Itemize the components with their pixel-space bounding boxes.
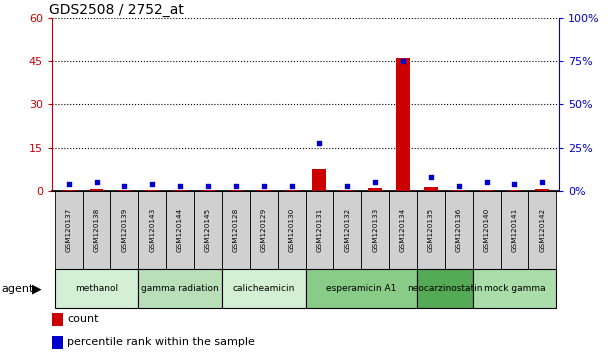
Bar xyxy=(222,191,250,269)
Point xyxy=(120,183,130,189)
Point xyxy=(315,140,324,145)
Text: GSM120132: GSM120132 xyxy=(344,208,350,252)
Text: GSM120135: GSM120135 xyxy=(428,208,434,252)
Text: esperamicin A1: esperamicin A1 xyxy=(326,284,397,293)
Bar xyxy=(90,189,103,191)
Bar xyxy=(473,191,500,269)
Bar xyxy=(417,269,473,308)
Bar xyxy=(361,191,389,269)
Text: GSM120144: GSM120144 xyxy=(177,208,183,252)
Text: GSM120143: GSM120143 xyxy=(149,208,155,252)
Bar xyxy=(55,269,138,308)
Bar xyxy=(52,313,63,326)
Bar xyxy=(145,190,159,191)
Bar xyxy=(508,190,521,191)
Bar xyxy=(229,190,243,191)
Bar xyxy=(312,170,326,191)
Text: GDS2508 / 2752_at: GDS2508 / 2752_at xyxy=(49,3,185,17)
Point xyxy=(259,183,269,189)
Bar xyxy=(396,58,410,191)
Text: agent: agent xyxy=(2,284,34,293)
Text: methanol: methanol xyxy=(75,284,118,293)
Point xyxy=(231,183,241,189)
Text: GSM120140: GSM120140 xyxy=(484,208,489,252)
Text: calicheamicin: calicheamicin xyxy=(233,284,295,293)
Text: neocarzinostatin: neocarzinostatin xyxy=(407,284,483,293)
Bar xyxy=(166,191,194,269)
Bar xyxy=(257,190,271,191)
Point xyxy=(481,180,491,185)
Text: GSM120138: GSM120138 xyxy=(93,208,100,252)
Point xyxy=(426,175,436,180)
Bar xyxy=(452,190,466,191)
Bar xyxy=(111,191,138,269)
Point xyxy=(454,183,464,189)
Bar xyxy=(334,191,361,269)
Point xyxy=(287,183,296,189)
Text: GSM120130: GSM120130 xyxy=(288,208,295,252)
Bar xyxy=(340,190,354,191)
Point xyxy=(538,180,547,185)
Bar xyxy=(445,191,473,269)
Bar xyxy=(201,190,215,191)
Text: GSM120131: GSM120131 xyxy=(316,208,323,252)
Text: GSM120134: GSM120134 xyxy=(400,208,406,252)
Text: GSM120128: GSM120128 xyxy=(233,208,239,252)
Text: GSM120133: GSM120133 xyxy=(372,208,378,252)
Bar xyxy=(173,190,187,191)
Bar xyxy=(368,188,382,191)
Point xyxy=(203,183,213,189)
Point xyxy=(92,180,101,185)
Text: mock gamma: mock gamma xyxy=(484,284,545,293)
Text: GSM120139: GSM120139 xyxy=(122,208,127,252)
Text: GSM120142: GSM120142 xyxy=(540,208,546,252)
Bar xyxy=(138,269,222,308)
Point xyxy=(510,181,519,187)
Text: GSM120145: GSM120145 xyxy=(205,208,211,252)
Point xyxy=(64,181,73,187)
Bar xyxy=(306,191,334,269)
Bar xyxy=(82,191,111,269)
Point xyxy=(370,180,380,185)
Bar xyxy=(500,191,529,269)
Bar xyxy=(389,191,417,269)
Bar xyxy=(535,189,549,191)
Point xyxy=(175,183,185,189)
Text: percentile rank within the sample: percentile rank within the sample xyxy=(67,337,255,348)
Text: GSM120141: GSM120141 xyxy=(511,208,518,252)
Bar xyxy=(480,190,494,191)
Bar xyxy=(417,191,445,269)
Point xyxy=(147,181,157,187)
Text: ▶: ▶ xyxy=(32,282,42,295)
Bar xyxy=(285,190,299,191)
Bar xyxy=(55,191,82,269)
Bar xyxy=(117,190,131,191)
Bar xyxy=(62,190,76,191)
Text: count: count xyxy=(67,314,98,325)
Bar xyxy=(138,191,166,269)
Text: GSM120137: GSM120137 xyxy=(65,208,71,252)
Bar xyxy=(529,191,556,269)
Bar xyxy=(52,336,63,349)
Bar xyxy=(306,269,417,308)
Point xyxy=(398,58,408,64)
Text: GSM120136: GSM120136 xyxy=(456,208,462,252)
Bar xyxy=(473,269,556,308)
Text: GSM120129: GSM120129 xyxy=(261,208,267,252)
Bar xyxy=(424,187,438,191)
Text: gamma radiation: gamma radiation xyxy=(141,284,219,293)
Bar xyxy=(277,191,306,269)
Bar xyxy=(250,191,277,269)
Point xyxy=(342,183,352,189)
Bar xyxy=(194,191,222,269)
Bar xyxy=(222,269,306,308)
